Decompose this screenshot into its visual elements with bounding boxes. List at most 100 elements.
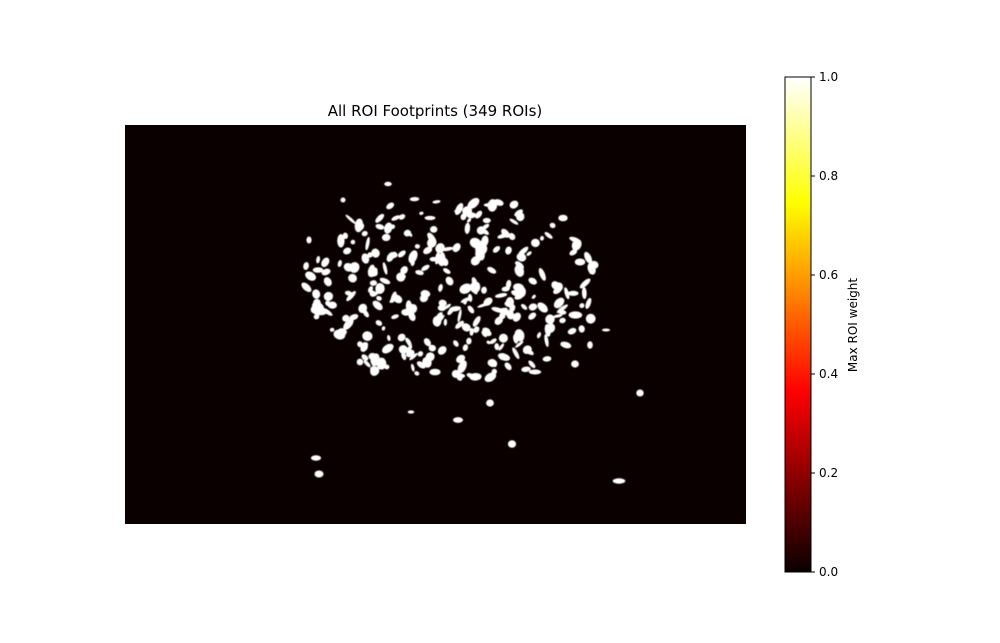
roi-blob xyxy=(423,246,433,255)
roi-blob xyxy=(511,290,521,297)
roi-blob xyxy=(313,298,321,307)
roi-blob xyxy=(443,318,448,326)
roi-blob xyxy=(544,334,549,348)
roi-blob xyxy=(386,202,395,210)
roi-blob xyxy=(544,231,553,239)
roi-blob xyxy=(528,312,537,320)
roi-blob xyxy=(453,340,459,347)
roi-blob xyxy=(491,306,505,313)
roi-blob xyxy=(564,287,570,300)
roi-blob xyxy=(459,283,472,294)
roi-blob xyxy=(528,369,542,375)
roi-blob xyxy=(415,270,424,276)
roi-blob xyxy=(466,212,477,219)
roi-blob xyxy=(568,311,583,319)
roi-blob xyxy=(363,309,369,318)
roi-blob xyxy=(346,291,356,302)
roi-blob xyxy=(367,286,374,293)
roi-blob xyxy=(571,239,582,251)
roi-blob xyxy=(574,258,586,266)
roi-blob xyxy=(361,354,369,361)
roi-blob xyxy=(444,303,451,310)
roi-blob xyxy=(636,389,644,397)
roi-blob xyxy=(323,277,332,287)
roi-blob xyxy=(384,181,392,187)
roi-blob xyxy=(492,246,501,253)
roi-blob xyxy=(531,294,536,299)
roi-blob xyxy=(407,410,415,414)
roi-blob xyxy=(569,249,578,256)
roi-blob xyxy=(514,329,525,342)
roi-blob xyxy=(401,352,407,361)
roi-blob xyxy=(552,314,563,318)
roi-blob xyxy=(461,323,471,332)
colorbar-tick-label: 0.4 xyxy=(819,367,838,381)
roi-blob xyxy=(312,267,324,273)
roi-blob xyxy=(498,333,508,343)
roi-blob xyxy=(362,331,373,341)
roi-blob xyxy=(367,267,378,278)
roi-blob xyxy=(457,309,462,323)
roi-blob xyxy=(486,340,491,345)
roi-blob xyxy=(384,364,390,370)
roi-blob xyxy=(501,286,510,292)
roi-footprints xyxy=(301,181,644,484)
roi-blob xyxy=(528,277,537,285)
roi-blob xyxy=(434,251,440,265)
roi-blob xyxy=(406,349,415,358)
roi-blob xyxy=(477,302,490,308)
roi-blob xyxy=(329,327,335,332)
roi-blob xyxy=(578,325,585,333)
roi-blob xyxy=(435,314,445,324)
roi-blob xyxy=(494,343,500,351)
roi-blob xyxy=(512,347,520,360)
roi-blob xyxy=(375,283,385,294)
roi-blob xyxy=(553,297,565,309)
roi-blob xyxy=(486,399,494,407)
roi-blob xyxy=(462,298,467,305)
roi-blob xyxy=(477,251,485,261)
roi-blob xyxy=(340,197,346,203)
roi-blob xyxy=(467,197,480,210)
roi-blob xyxy=(467,305,475,314)
roi-blob xyxy=(470,256,481,266)
roi-blob xyxy=(514,264,525,277)
roi-blob xyxy=(410,363,415,372)
roi-blob xyxy=(312,289,321,299)
roi-blob xyxy=(348,273,357,283)
roi-blob xyxy=(409,352,418,361)
roi-blob xyxy=(420,290,431,298)
roi-blob xyxy=(482,223,490,230)
roi-blob xyxy=(579,303,585,309)
roi-blob xyxy=(414,244,420,249)
roi-blob xyxy=(521,366,531,373)
roi-blob xyxy=(375,359,382,364)
roi-blob xyxy=(382,343,394,354)
roi-blob xyxy=(303,262,309,270)
roi-blob xyxy=(455,320,465,329)
roi-blob xyxy=(369,280,377,286)
roi-blob xyxy=(368,354,374,360)
roi-blob xyxy=(409,196,420,202)
roi-blob xyxy=(323,291,334,301)
colorbar-label: Max ROI weight xyxy=(846,278,860,373)
roi-blob xyxy=(479,227,490,235)
roi-blob xyxy=(405,229,413,237)
roi-blob xyxy=(452,243,461,253)
roi-blob xyxy=(379,277,391,285)
roi-blob xyxy=(538,268,546,281)
roi-blob xyxy=(567,327,577,335)
roi-blob xyxy=(581,287,587,300)
roi-blob xyxy=(316,256,321,264)
roi-blob xyxy=(430,225,438,233)
roi-blob xyxy=(453,417,463,423)
roi-blob xyxy=(398,345,408,354)
roi-blob xyxy=(428,344,436,352)
roi-blob xyxy=(342,314,350,322)
roi-blob xyxy=(482,217,491,224)
colorbar-gradient xyxy=(784,76,812,573)
roi-blob xyxy=(306,236,312,244)
roi-blob xyxy=(305,271,317,281)
roi-blob xyxy=(405,300,413,314)
roi-blob xyxy=(589,261,596,275)
